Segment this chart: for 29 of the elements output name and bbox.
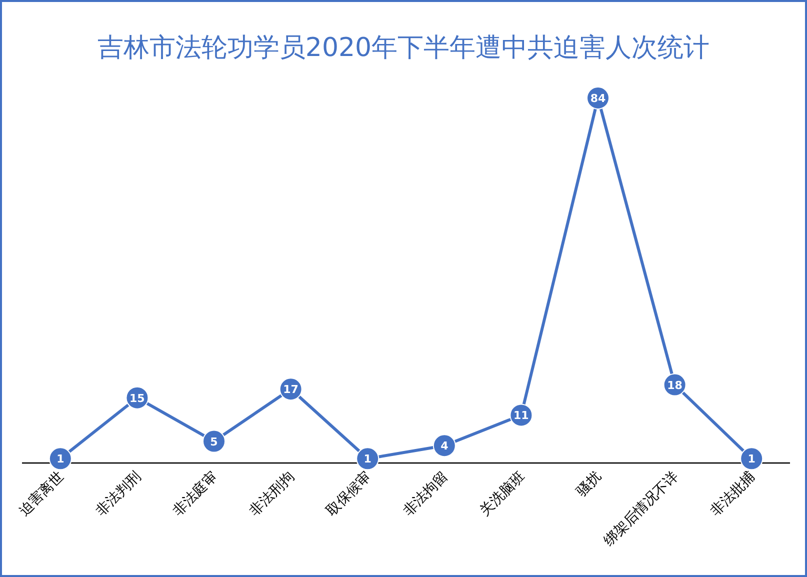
point: 84 bbox=[586, 86, 610, 110]
data-label: 1 bbox=[364, 452, 372, 466]
data-label: 15 bbox=[130, 392, 145, 405]
point: 5 bbox=[202, 430, 226, 453]
x-tick-label: 取保候审 bbox=[324, 468, 374, 520]
data-label: 4 bbox=[440, 440, 449, 453]
chart-title: 吉林市法轮功学员2020年下半年遭中共迫害人次统计 bbox=[97, 33, 710, 63]
x-tick-label: 非法批捕 bbox=[708, 468, 758, 520]
x-tick-label: 迫害离世 bbox=[16, 468, 68, 520]
point: 17 bbox=[279, 378, 302, 401]
point: 1 bbox=[356, 447, 380, 470]
data-label: 1 bbox=[748, 452, 756, 466]
point: 1 bbox=[48, 447, 72, 470]
data-label: 84 bbox=[590, 92, 606, 105]
point: 15 bbox=[126, 386, 149, 410]
data-label: 11 bbox=[514, 409, 529, 422]
x-tick-label: 非法拘留 bbox=[400, 468, 452, 520]
x-tick-label: 非法庭审 bbox=[170, 468, 221, 520]
x-tick-label: 非法刑拘 bbox=[246, 468, 298, 520]
data-label: 5 bbox=[210, 435, 218, 448]
point: 11 bbox=[510, 404, 533, 427]
data-label: 1 bbox=[56, 452, 64, 466]
point: 4 bbox=[432, 434, 456, 458]
point: 1 bbox=[740, 447, 764, 470]
x-tick-label: 关洗脑班 bbox=[477, 468, 528, 520]
x-tick-label: 非法判刑 bbox=[93, 468, 144, 520]
data-label: 17 bbox=[283, 383, 298, 396]
data-label: 18 bbox=[667, 378, 682, 392]
point: 18 bbox=[663, 373, 686, 396]
